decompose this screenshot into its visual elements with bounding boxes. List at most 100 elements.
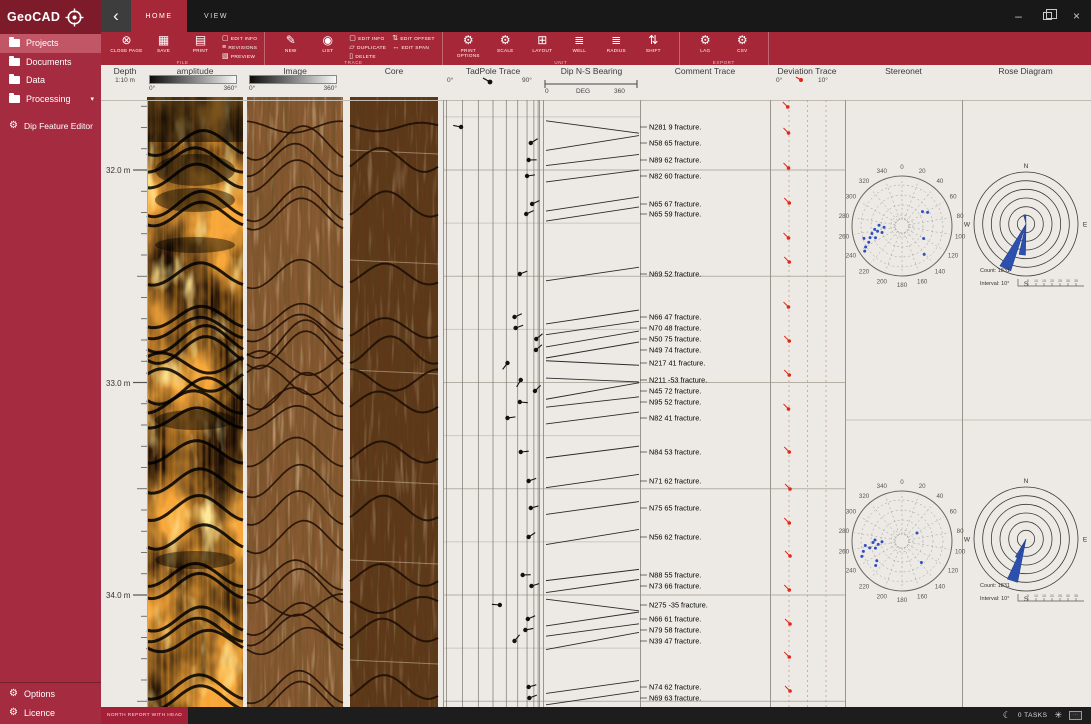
- comment-label[interactable]: N66 47 fracture.: [649, 313, 701, 322]
- comment-label[interactable]: N73 66 fracture.: [649, 582, 701, 591]
- ribbon-button-close-page[interactable]: ⊗ CLOSE PAGE: [108, 34, 145, 54]
- comment-label[interactable]: N79 58 fracture.: [649, 626, 701, 635]
- restore-button[interactable]: [1033, 0, 1062, 32]
- ribbon-button-csv[interactable]: ⚙ CSV: [724, 34, 761, 54]
- comment-label[interactable]: N82 60 fracture.: [649, 172, 701, 181]
- tadpole-point[interactable]: [520, 572, 525, 578]
- ribbon-button-edit-span[interactable]: ↔ EDIT SPAN: [392, 44, 435, 52]
- tadpole-point[interactable]: [512, 638, 517, 644]
- comment-label[interactable]: N65 67 fracture.: [649, 200, 701, 209]
- stereonet-azimuth-label: 180: [897, 597, 908, 604]
- ribbon-button-print-options[interactable]: ⚙ PRINT OPTIONS: [450, 34, 487, 59]
- ribbon-button-list[interactable]: ◉ LIST: [309, 34, 346, 54]
- comment-label[interactable]: N69 52 fracture.: [649, 270, 701, 279]
- tadpole-max-label: 90°: [522, 77, 532, 84]
- tadpole-point[interactable]: [458, 124, 464, 130]
- ribbon-button-new[interactable]: ✎ NEW: [272, 34, 309, 54]
- sidebar-item-licence[interactable]: ⚙ Licence: [0, 704, 101, 723]
- ribbon-button-well[interactable]: ≣ WELL: [561, 34, 598, 54]
- tadpole-point[interactable]: [532, 388, 538, 394]
- ribbon-button-edit-info[interactable]: ▢ EDIT INFO: [349, 35, 386, 43]
- ribbon-button-preview[interactable]: ▧ PREVIEW: [222, 53, 257, 61]
- close-button[interactable]: ×: [1072, 9, 1080, 23]
- comment-label[interactable]: N70 48 fracture.: [649, 324, 701, 333]
- ribbon-button-shift[interactable]: ⇅ SHIFT: [635, 34, 672, 54]
- ribbon-button-revisions[interactable]: ≡ REVISIONS: [222, 44, 257, 52]
- tadpole-point[interactable]: [518, 449, 523, 455]
- tadpole-point[interactable]: [523, 627, 528, 633]
- comment-label[interactable]: N89 62 fracture.: [649, 156, 701, 165]
- tadpole-point[interactable]: [526, 157, 531, 163]
- comment-label[interactable]: N211 -53 fracture.: [649, 376, 707, 385]
- sidebar-item-processing[interactable]: Processing ▾: [0, 90, 101, 109]
- comment-label[interactable]: N95 52 fracture.: [649, 398, 701, 407]
- comment-label[interactable]: N217 41 fracture.: [649, 359, 705, 368]
- tadpole-point[interactable]: [512, 314, 517, 320]
- tab-view[interactable]: VIEW: [204, 12, 228, 20]
- comment-label[interactable]: N65 59 fracture.: [649, 210, 701, 219]
- tadpole-point[interactable]: [517, 271, 522, 277]
- sidebar-item-data[interactable]: Data: [0, 71, 101, 90]
- ribbon-button-save[interactable]: ▦ SAVE: [145, 34, 182, 54]
- sidebar-item-documents[interactable]: Documents: [0, 53, 101, 72]
- tadpole-point[interactable]: [524, 211, 529, 217]
- tadpole-point[interactable]: [529, 583, 534, 589]
- tadpole-point[interactable]: [528, 505, 533, 511]
- comment-label[interactable]: N75 65 fracture.: [649, 504, 701, 513]
- comment-label[interactable]: N275 -35 fracture.: [649, 601, 708, 610]
- sidebar-item-dip-feature-editor[interactable]: ⚙ Dip Feature Editor: [0, 117, 101, 136]
- tadpole-point[interactable]: [517, 399, 522, 405]
- tadpole-track[interactable]: [446, 77, 543, 707]
- comment-label[interactable]: N45 72 fracture.: [649, 387, 701, 396]
- tadpole-point[interactable]: [533, 347, 539, 353]
- tadpole-point[interactable]: [505, 360, 510, 366]
- tadpole-point[interactable]: [526, 478, 531, 484]
- comment-label[interactable]: N49 74 fracture.: [649, 346, 701, 355]
- ribbon-button-radius[interactable]: ≣ RADIUS: [598, 33, 635, 54]
- tadpole-point[interactable]: [497, 602, 503, 608]
- ribbon-button-delete[interactable]: ▯ DELETE: [349, 53, 386, 61]
- tab-home[interactable]: HOME: [131, 0, 187, 32]
- tadpole-point[interactable]: [513, 325, 518, 331]
- tadpole-point[interactable]: [505, 415, 510, 421]
- comment-label[interactable]: N84 53 fracture.: [649, 448, 701, 457]
- comment-label[interactable]: N82 41 fracture.: [649, 414, 701, 423]
- sidebar-item-projects[interactable]: Projects: [0, 34, 101, 53]
- tadpole-point[interactable]: [529, 201, 535, 207]
- ribbon-button-label: SCALE: [497, 48, 514, 53]
- comment-label[interactable]: N50 75 fracture.: [649, 335, 701, 344]
- tadpole-point[interactable]: [528, 140, 533, 146]
- comment-label[interactable]: N39 47 fracture.: [649, 637, 701, 646]
- moon-icon[interactable]: ☾: [1002, 710, 1011, 720]
- ribbon-button-print[interactable]: ▤ PRINT: [182, 34, 219, 54]
- ribbon-button-duplicate[interactable]: ▱ DUPLICATE: [349, 44, 386, 52]
- report-tab[interactable]: NORTH REPORT WITH HEAD: [101, 707, 189, 724]
- minimize-button[interactable]: –: [1015, 9, 1022, 23]
- tadpole-point[interactable]: [527, 695, 532, 701]
- back-button[interactable]: ‹: [101, 0, 131, 32]
- comment-label[interactable]: N74 62 fracture.: [649, 683, 701, 692]
- tadpole-point[interactable]: [526, 684, 531, 690]
- comment-label[interactable]: N69 63 fracture.: [649, 694, 701, 703]
- radius-icon: ≣: [611, 33, 622, 47]
- comment-label[interactable]: N58 65 fracture.: [649, 139, 701, 148]
- comment-label[interactable]: N88 55 fracture.: [649, 571, 701, 580]
- stereonet-pole-dot: [863, 249, 867, 253]
- comment-label[interactable]: N71 62 fracture.: [649, 477, 701, 486]
- bug-icon[interactable]: ✳: [1054, 710, 1062, 720]
- tadpole-point[interactable]: [534, 336, 539, 342]
- tadpole-point[interactable]: [518, 377, 523, 383]
- ribbon-button-layout[interactable]: ⊞ LAYOUT: [524, 34, 561, 54]
- sidebar-item-options[interactable]: ⚙ Options: [0, 685, 101, 704]
- ribbon-button-lag[interactable]: ⚙ LAG: [687, 34, 724, 54]
- tadpole-point[interactable]: [526, 534, 531, 540]
- ribbon-button-edit-info[interactable]: ▢ EDIT INFO: [222, 35, 257, 43]
- comment-label[interactable]: N66 61 fracture.: [649, 615, 701, 624]
- ribbon-button-scale[interactable]: ⚙ SCALE: [487, 34, 524, 54]
- keyboard-icon[interactable]: ⋯: [1069, 711, 1082, 720]
- ribbon-button-edit-offset[interactable]: ⇅ EDIT OFFSET: [392, 35, 435, 43]
- tadpole-point[interactable]: [525, 616, 531, 622]
- tadpole-point[interactable]: [524, 173, 530, 179]
- comment-label[interactable]: N281 9 fracture.: [649, 123, 701, 132]
- comment-label[interactable]: N56 62 fracture.: [649, 533, 701, 542]
